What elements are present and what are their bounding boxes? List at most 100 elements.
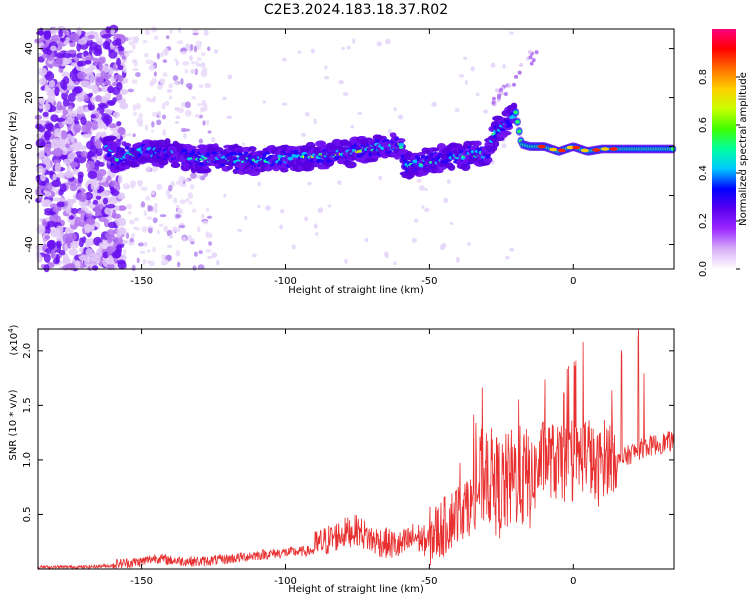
spectrogram-blob: [89, 73, 95, 84]
spectrogram-blob: [39, 95, 46, 105]
spectrogram-blob: [115, 138, 121, 148]
spectrogram-blob: [393, 106, 397, 112]
spectrogram-blob: [592, 148, 601, 152]
snr-y-scale: (x104): [7, 324, 20, 355]
spectrogram-blob: [129, 237, 134, 243]
spectrogram-blob: [74, 260, 81, 270]
spectrogram-blob: [223, 193, 227, 198]
spectrogram-blob: [185, 198, 190, 202]
spectrogram-blob: [106, 203, 116, 209]
spectrogram-blob: [105, 26, 112, 34]
spectrogram-blob: [98, 216, 107, 223]
spectrogram-blob: [97, 155, 103, 160]
spectrogram-blob: [184, 128, 191, 132]
spectrogram-blob: [475, 92, 480, 97]
y-tick-label: 1.5: [22, 397, 33, 413]
spectrogram-blob: [128, 50, 134, 54]
spectrogram-blob: [112, 111, 120, 119]
spectrogram-blob: [107, 221, 117, 229]
spectrogram-blob: [134, 217, 139, 222]
spectrogram-blob: [97, 161, 105, 167]
spectrogram-blob: [352, 38, 356, 45]
spectrogram-blob: [73, 123, 82, 132]
snr-frame: [37, 328, 675, 570]
spectrogram-blob: [108, 255, 114, 265]
spectrogram-blob: [167, 244, 173, 249]
spectrogram-blob: [199, 175, 206, 181]
snr-series-line: [37, 328, 675, 570]
spectrogram-blob: [151, 77, 157, 85]
spectrogram-blob: [166, 89, 173, 93]
spectrogram-blob: [503, 92, 508, 97]
spectrogram-blob: [123, 37, 130, 42]
spectrogram-blob: [184, 101, 191, 109]
spectrogram-blob: [85, 226, 95, 232]
spectrogram-blob: [87, 34, 95, 39]
spectrogram-blob: [182, 61, 190, 66]
x-tick-label: -50: [421, 576, 437, 587]
spectrogram-blob: [89, 56, 95, 61]
spectrogram-blob: [187, 234, 193, 242]
spectrogram-blob: [114, 158, 120, 162]
spectrogram-blob: [163, 100, 170, 106]
spectrogram-y-label: Frequency (Hz): [8, 111, 19, 187]
spectrogram-blob: [162, 59, 168, 64]
spectrogram-blob: [123, 77, 128, 84]
spectrogram-blob: [66, 133, 72, 140]
spectrogram-blob: [148, 260, 155, 267]
spectrogram-blob: [107, 86, 115, 94]
spectrogram-blob: [167, 194, 173, 200]
spectrogram-blob: [46, 170, 54, 176]
spectrogram-blob: [148, 205, 154, 212]
spectrogram-blob: [154, 208, 158, 214]
spectrogram-blob: [131, 264, 136, 272]
spectrogram-blob: [136, 102, 141, 110]
spectrogram-blob: [507, 123, 513, 128]
spectrogram-blob: [78, 237, 84, 248]
spectrogram-blob: [55, 240, 62, 248]
spectrogram-blob: [464, 80, 469, 85]
spectrogram-blob: [286, 146, 299, 151]
spectrogram-blob: [202, 220, 209, 225]
spectrogram-blob: [171, 226, 178, 233]
spectrogram-blob: [152, 165, 159, 173]
spectrogram-blob: [50, 227, 56, 234]
spectrogram-blob: [315, 232, 319, 236]
spectrogram-blob: [65, 207, 72, 215]
spectrogram-blob: [50, 139, 60, 149]
spectrogram-blob: [54, 128, 62, 138]
spectrogram-blob: [455, 256, 460, 263]
spectrogram-blob: [222, 96, 227, 101]
spectrogram-blob: [40, 119, 46, 126]
spectrogram-blob: [58, 188, 64, 196]
spectrogram-blob: [176, 208, 183, 215]
spectrogram-blob: [38, 104, 44, 110]
spectrogram-blob: [159, 223, 164, 227]
spectrogram-blob: [502, 63, 506, 70]
spectrogram-blob: [412, 159, 419, 164]
spectrogram-blob: [45, 217, 50, 222]
spectrogram-blob: [112, 187, 117, 193]
spectrogram-blob: [57, 172, 65, 179]
spectrogram-blob: [90, 114, 96, 119]
spectrogram-blob: [458, 74, 465, 78]
spectrogram-blob: [346, 45, 351, 50]
spectrogram-blob: [134, 71, 141, 78]
spectrogram-blob: [80, 116, 87, 126]
spectrogram-blob: [67, 92, 76, 103]
spectrogram-blob: [47, 127, 54, 132]
spectrogram-blob: [117, 65, 124, 71]
spectrogram-blob: [527, 49, 532, 54]
spectrogram-blob: [411, 237, 417, 243]
spectrogram-blob: [71, 75, 77, 82]
spectrogram-blob: [168, 83, 174, 89]
spectrogram-blob: [182, 132, 187, 139]
chart-title: C2E3.2024.183.18.37.R02: [264, 2, 448, 18]
spectrogram-blob: [350, 124, 355, 129]
snr-x-ticks: -150 -100 -50 0: [130, 329, 576, 587]
spectrogram-blob: [113, 240, 118, 248]
spectrogram-blob: [113, 74, 122, 80]
spectrogram-blob: [191, 61, 195, 65]
spectrogram-blob: [531, 58, 536, 63]
